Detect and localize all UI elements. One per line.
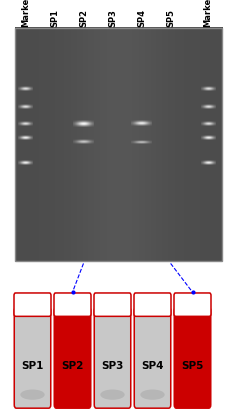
FancyBboxPatch shape <box>14 308 51 408</box>
Text: SP3: SP3 <box>101 360 124 371</box>
Bar <box>15 29 223 262</box>
FancyBboxPatch shape <box>174 293 211 317</box>
Ellipse shape <box>140 389 165 400</box>
FancyBboxPatch shape <box>134 308 171 408</box>
Text: Marker: Marker <box>204 0 212 27</box>
Ellipse shape <box>20 389 45 400</box>
Text: SP2: SP2 <box>79 9 88 27</box>
Text: SP1: SP1 <box>50 9 59 27</box>
FancyBboxPatch shape <box>54 308 91 408</box>
Ellipse shape <box>100 389 125 400</box>
FancyBboxPatch shape <box>94 293 131 317</box>
Text: SP5: SP5 <box>181 360 204 371</box>
FancyBboxPatch shape <box>14 293 51 317</box>
FancyBboxPatch shape <box>134 293 171 317</box>
Text: SP4: SP4 <box>137 9 146 27</box>
FancyBboxPatch shape <box>94 308 131 408</box>
FancyBboxPatch shape <box>54 293 91 317</box>
Text: Marker: Marker <box>21 0 30 27</box>
FancyBboxPatch shape <box>174 308 211 408</box>
Text: SP4: SP4 <box>141 360 164 371</box>
Text: SP3: SP3 <box>108 9 117 27</box>
Text: SP5: SP5 <box>166 9 175 27</box>
Text: SP2: SP2 <box>61 360 84 371</box>
Text: SP1: SP1 <box>21 360 44 371</box>
